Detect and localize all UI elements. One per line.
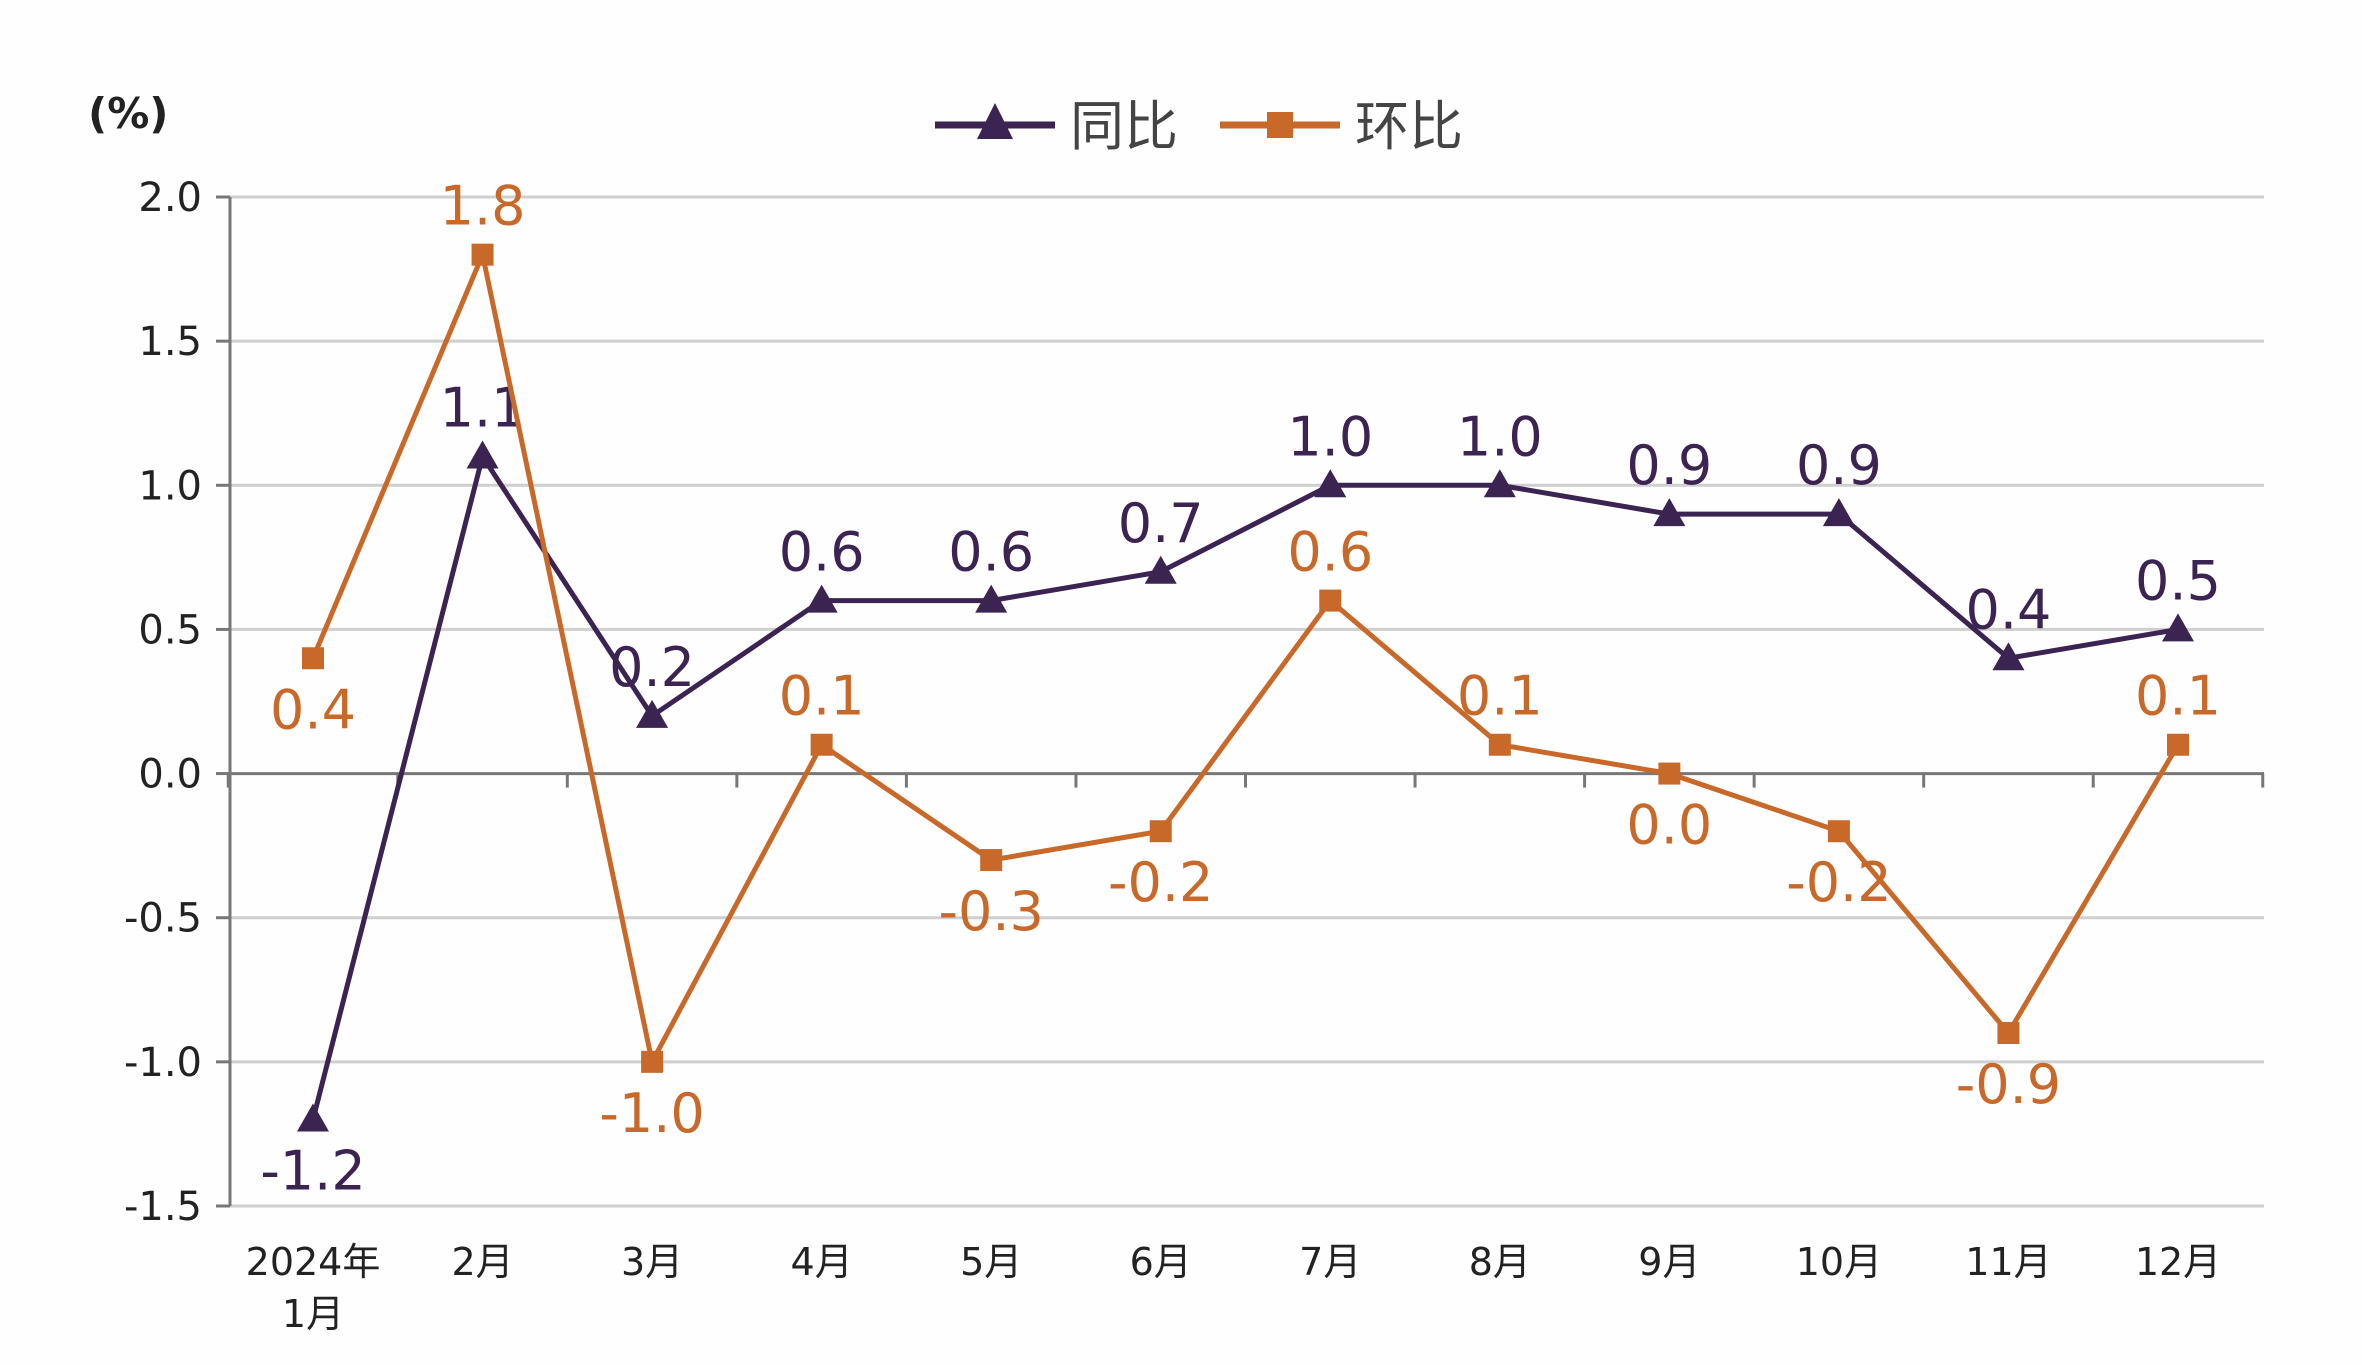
x-tick-label: 4月 (791, 1240, 853, 1284)
x-tick-label: 10月 (1796, 1240, 1882, 1284)
data-point (1992, 642, 2025, 671)
data-point (636, 699, 669, 728)
legend-label: 环比 (1355, 95, 1463, 158)
y-tick-label: 1.0 (138, 463, 202, 509)
data-label: -1.0 (599, 1082, 704, 1145)
x-tick-label: 2月 (451, 1240, 513, 1284)
x-tick-label: 3月 (621, 1240, 683, 1284)
series-line-环比 (310, 246, 2181, 1070)
data-label: -0.9 (1956, 1053, 2061, 1116)
y-tick-label: -0.5 (124, 896, 202, 942)
data-label: 0.1 (1457, 665, 1543, 728)
data-point (1314, 469, 1347, 498)
x-tick-label: 9月 (1638, 1240, 1700, 1284)
y-tick-label: 0.0 (138, 752, 202, 798)
data-point (471, 243, 494, 266)
data-point (1653, 498, 1686, 527)
data-label: -0.2 (1108, 851, 1213, 914)
data-point (2167, 733, 2189, 756)
data-label: -0.3 (938, 880, 1043, 943)
data-label: 0.7 (1118, 492, 1204, 555)
y-tick-label: -1.5 (124, 1184, 202, 1230)
data-point (297, 1103, 329, 1132)
data-label: 0.5 (2135, 549, 2221, 612)
data-label: 0.4 (1966, 578, 2052, 641)
data-label: -1.2 (260, 1140, 365, 1203)
y-tick-label: 1.5 (138, 319, 202, 365)
data-point (1319, 589, 1342, 612)
data-point (1822, 498, 1855, 527)
legend: 同比 环比 (935, 95, 1463, 158)
data-label: 0.9 (1626, 434, 1712, 497)
data-point (641, 1050, 664, 1073)
data-label: 1.0 (1457, 405, 1543, 468)
data-label: 0.1 (779, 665, 865, 728)
data-point (810, 733, 833, 756)
data-point (1488, 733, 1511, 756)
data-label: -0.2 (1786, 851, 1891, 914)
y-tick-label: 2.0 (138, 175, 202, 221)
data-label: 0.6 (779, 521, 865, 584)
x-tick-label: 11月 (1965, 1240, 2051, 1284)
data-label: 0.6 (948, 521, 1034, 584)
data-point (1658, 762, 1681, 785)
data-point (805, 584, 838, 613)
data-label: 0.4 (270, 678, 356, 741)
data-label: 0.9 (1796, 434, 1882, 497)
data-label: 0.0 (1626, 794, 1712, 857)
x-tick-label: 8月 (1469, 1240, 1531, 1284)
y-tick-label: -1.0 (124, 1040, 202, 1086)
data-point (1827, 820, 1850, 843)
data-label: 0.2 (609, 636, 695, 699)
data-point (1997, 1022, 2020, 1045)
legend-marker (1267, 112, 1293, 138)
y-unit-label: (%) (88, 89, 168, 138)
data-label: 0.6 (1287, 521, 1373, 584)
data-point (975, 584, 1008, 613)
data-point (1149, 820, 1172, 843)
x-tick-label: 2024年 1月 (246, 1240, 381, 1336)
data-point (302, 647, 324, 670)
legend-label: 同比 (1070, 95, 1178, 158)
data-point (2162, 613, 2194, 642)
data-point (1144, 555, 1177, 584)
data-point (980, 849, 1003, 872)
x-tick-label: 12月 (2135, 1240, 2221, 1284)
x-tick-label: 6月 (1130, 1240, 1192, 1284)
series-line-同比 (310, 450, 2179, 1121)
x-tick-label: 7月 (1299, 1240, 1361, 1284)
data-label: 1.0 (1287, 405, 1373, 468)
data-label: 1.8 (440, 175, 526, 238)
data-point (466, 440, 499, 469)
data-point (1483, 469, 1516, 498)
data-label: 0.1 (2135, 665, 2221, 728)
y-tick-label: 0.5 (138, 607, 202, 653)
x-tick-label: 5月 (960, 1240, 1022, 1284)
legend-marker (977, 103, 1013, 139)
